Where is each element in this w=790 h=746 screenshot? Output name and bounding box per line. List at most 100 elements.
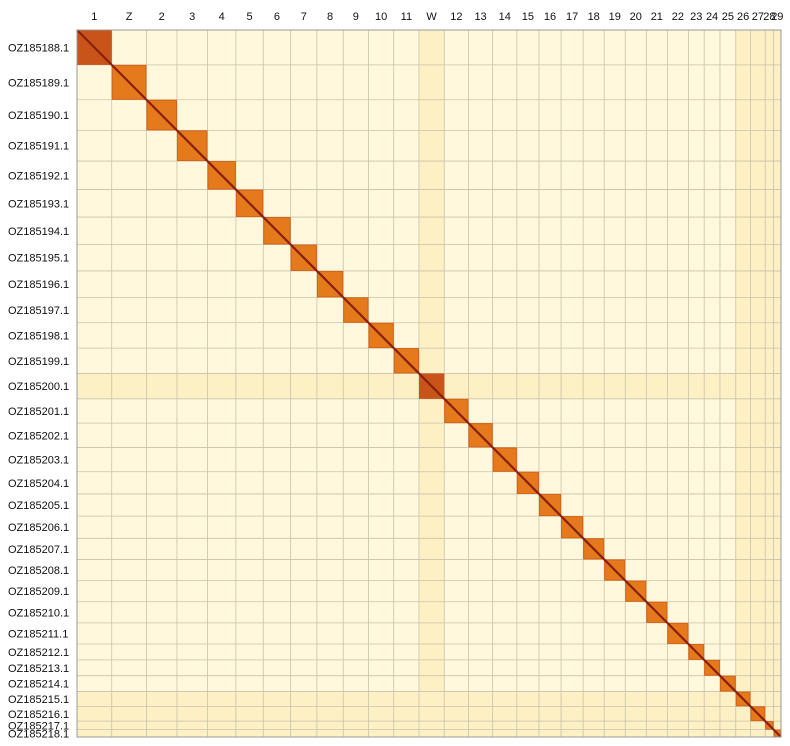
offdiag-block — [750, 622, 766, 645]
offdiag-block — [516, 244, 539, 271]
offdiag-block — [492, 130, 517, 162]
offdiag-block — [516, 691, 539, 707]
offdiag-block — [667, 297, 689, 323]
offdiag-block — [146, 516, 177, 539]
offdiag-block — [263, 189, 291, 218]
offdiag-block — [604, 516, 626, 539]
offdiag-block — [765, 447, 774, 472]
offdiag-block — [393, 30, 420, 65]
offdiag-block — [561, 691, 584, 707]
offdiag-block — [625, 161, 647, 190]
offdiag-block — [290, 691, 317, 707]
offdiag-block — [583, 644, 605, 660]
y-tick-label: OZ185203.1 — [8, 455, 69, 467]
offdiag-block — [235, 398, 264, 424]
offdiag-block — [492, 691, 517, 707]
offdiag-block — [207, 538, 236, 560]
offdiag-block — [368, 297, 394, 323]
offdiag-block — [419, 297, 445, 323]
offdiag-block — [290, 189, 317, 218]
offdiag-block — [468, 64, 493, 100]
y-tick-label: OZ185213.1 — [8, 663, 69, 675]
offdiag-block — [688, 398, 705, 424]
offdiag-block — [688, 217, 705, 245]
offdiag-block — [419, 447, 445, 472]
offdiag-block — [750, 99, 766, 131]
offdiag-block — [765, 423, 774, 448]
offdiag-block — [492, 270, 517, 298]
offdiag-block — [735, 706, 751, 722]
offdiag-block — [735, 601, 751, 623]
offdiag-block — [646, 559, 668, 581]
offdiag-block — [646, 644, 668, 660]
offdiag-block — [735, 270, 751, 298]
offdiag-block — [207, 675, 236, 692]
offdiag-block — [625, 297, 647, 323]
y-tick-label: OZ185214.1 — [8, 679, 69, 691]
offdiag-block — [750, 130, 766, 162]
offdiag-block — [343, 270, 369, 298]
offdiag-block — [207, 189, 236, 218]
offdiag-block — [146, 644, 177, 660]
offdiag-block — [688, 322, 705, 349]
offdiag-block — [235, 348, 264, 374]
offdiag-block — [719, 244, 736, 271]
offdiag-block — [468, 559, 493, 581]
offdiag-block — [444, 244, 469, 271]
diag-contact-line — [491, 446, 518, 473]
offdiag-block — [368, 721, 394, 730]
offdiag-block — [704, 348, 720, 374]
offdiag-block — [667, 447, 689, 472]
diag-contact-line — [538, 493, 562, 517]
offdiag-block — [773, 30, 781, 65]
offdiag-block — [111, 297, 147, 323]
offdiag-block — [393, 244, 420, 271]
offdiag-block — [146, 297, 177, 323]
offdiag-block — [393, 64, 420, 100]
x-tick-label: 18 — [588, 11, 600, 23]
offdiag-block — [111, 99, 147, 131]
offdiag-block — [646, 706, 668, 722]
offdiag-block — [343, 691, 369, 707]
offdiag-block — [688, 189, 705, 218]
offdiag-block — [111, 322, 147, 349]
offdiag-block — [750, 423, 766, 448]
offdiag-block — [773, 675, 781, 692]
offdiag-block — [688, 659, 705, 676]
y-tick-label: OZ185209.1 — [8, 586, 69, 598]
offdiag-block — [77, 189, 112, 218]
x-tick-label: 22 — [672, 11, 684, 23]
offdiag-block — [516, 161, 539, 190]
offdiag-block — [492, 398, 517, 424]
offdiag-block — [561, 580, 584, 602]
offdiag-block — [750, 244, 766, 271]
offdiag-block — [207, 622, 236, 645]
offdiag-block — [111, 471, 147, 494]
offdiag-block — [538, 659, 562, 676]
diag-contact-line — [582, 537, 605, 561]
offdiag-block — [263, 580, 291, 602]
offdiag-block — [735, 322, 751, 349]
offdiag-block — [625, 373, 647, 399]
offdiag-block — [316, 244, 344, 271]
offdiag-block — [146, 217, 177, 245]
offdiag-block — [735, 447, 751, 472]
diag-contact-line — [76, 29, 113, 66]
diag-contact-line — [418, 372, 446, 400]
diag-block-edge — [646, 601, 668, 623]
offdiag-block — [719, 373, 736, 399]
offdiag-block — [719, 622, 736, 645]
offdiag-block — [773, 99, 781, 131]
offdiag-block — [561, 297, 584, 323]
offdiag-block — [176, 30, 208, 65]
offdiag-block — [516, 644, 539, 660]
offdiag-block — [667, 601, 689, 623]
offdiag-block — [111, 622, 147, 645]
y-tick-label: OZ185189.1 — [8, 77, 69, 89]
offdiag-block — [561, 189, 584, 218]
offdiag-block — [316, 675, 344, 692]
diag-block-edge — [604, 559, 626, 581]
offdiag-block — [516, 373, 539, 399]
y-tick-label: OZ185188.1 — [8, 42, 69, 54]
offdiag-block — [516, 601, 539, 623]
